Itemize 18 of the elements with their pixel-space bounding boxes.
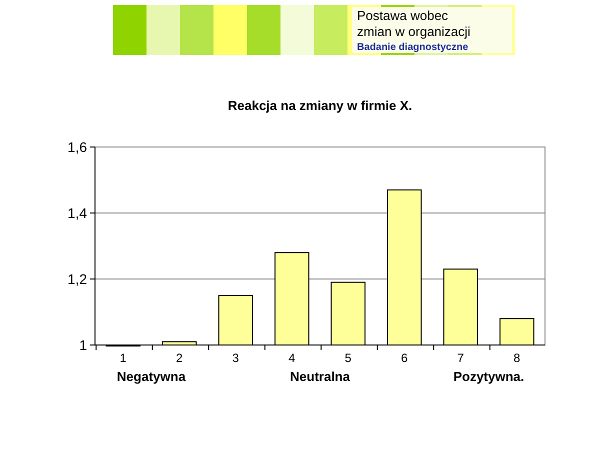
- chart-title: Reakcja na zmiany w firmie X.: [228, 98, 412, 113]
- text: Negatywna: [116, 369, 186, 384]
- y-tick-label: 1,4: [68, 204, 88, 221]
- y-tick-label: 1,6: [68, 138, 88, 155]
- x-tick-label: 2: [176, 351, 184, 365]
- x-tick-label: 8: [514, 351, 521, 365]
- text: Badanie diagnostyczne: [357, 42, 469, 53]
- x-tick-label: 7: [457, 351, 464, 365]
- x-tick-label: 3: [232, 351, 240, 365]
- x-tick-label: 1: [120, 351, 127, 365]
- x-tick-label: 4: [288, 351, 296, 365]
- y-tick-label: 1,2: [68, 270, 88, 287]
- x-tick-label: 5: [344, 351, 352, 365]
- y-tick-label: 1: [79, 336, 88, 353]
- text: Pozytywna.: [453, 369, 524, 384]
- text: Neutralna: [290, 369, 351, 384]
- x-tick-label: 6: [401, 351, 408, 365]
- chart-subtitle: Postawa wobec zmian w organizacji: [357, 8, 471, 39]
